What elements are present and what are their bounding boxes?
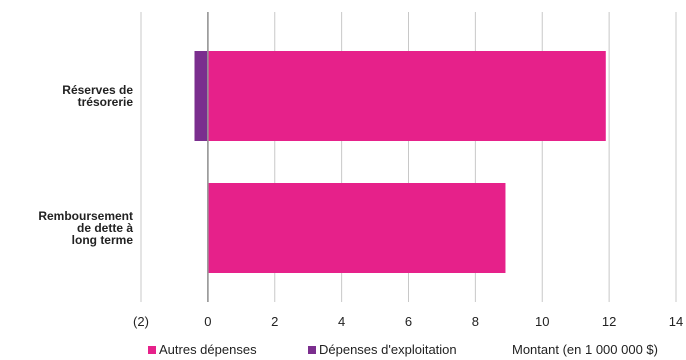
legend-label: Dépenses d'exploitation bbox=[319, 342, 457, 357]
x-tick-label: 0 bbox=[204, 314, 211, 329]
category-label-line: long terme bbox=[72, 233, 134, 247]
x-tick-label: 6 bbox=[405, 314, 412, 329]
category-label-0: Réserves de trésorerie bbox=[62, 83, 133, 109]
category-labels: Réserves de trésorerie Remboursement de det… bbox=[38, 83, 133, 247]
legend-item-depenses-exploitation: Dépenses d'exploitation bbox=[308, 342, 457, 357]
x-tick-label: 2 bbox=[271, 314, 278, 329]
x-tick-label: (2) bbox=[133, 314, 149, 329]
bar-depenses-exploitation-0 bbox=[194, 51, 208, 141]
bar-autres-depenses-1 bbox=[207, 183, 506, 273]
x-axis-label: Montant (en 1 000 000 $) bbox=[512, 342, 658, 357]
category-label-line: de dette à bbox=[77, 221, 133, 235]
bars bbox=[194, 12, 606, 302]
category-label-1: Remboursement de dette à long terme bbox=[38, 209, 133, 247]
x-tick-label: 10 bbox=[535, 314, 549, 329]
x-tick-label: 4 bbox=[338, 314, 345, 329]
bar-autres-depenses-0 bbox=[207, 51, 606, 141]
x-axis-tick-labels: (2) 0 2 4 6 8 10 12 14 bbox=[133, 314, 683, 329]
legend-swatch bbox=[308, 346, 316, 354]
legend-label: Autres dépenses bbox=[159, 342, 257, 357]
category-label-line: Remboursement bbox=[38, 209, 133, 223]
category-label-line: trésorerie bbox=[78, 95, 134, 109]
legend: Autres dépenses Dépenses d'exploitation bbox=[148, 342, 457, 357]
category-label-line: Réserves de bbox=[62, 83, 133, 97]
x-tick-label: 14 bbox=[669, 314, 683, 329]
legend-item-autres-depenses: Autres dépenses bbox=[148, 342, 257, 357]
x-tick-label: 8 bbox=[472, 314, 479, 329]
x-tick-label: 12 bbox=[602, 314, 616, 329]
legend-swatch bbox=[148, 346, 156, 354]
